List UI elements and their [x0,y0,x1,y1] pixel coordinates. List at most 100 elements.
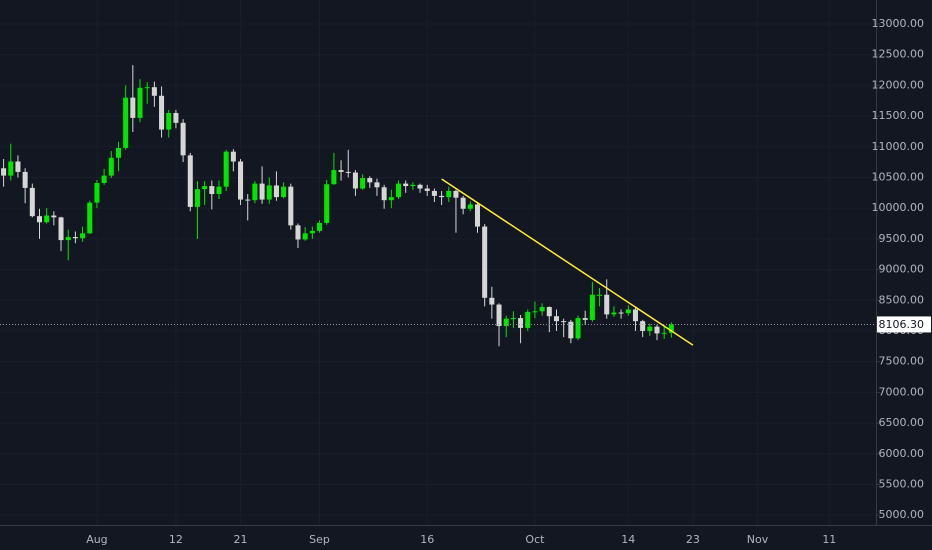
y-tick-label: 11000.00 [872,140,925,153]
y-tick-label: 5500.00 [879,477,925,490]
candle-body [417,184,423,189]
candle-body [589,294,595,320]
candle-body [187,155,193,207]
candle-body [460,197,466,209]
candle-body [582,318,588,320]
candle-body [474,204,481,227]
candle-body [482,226,488,298]
candle-body [36,216,43,223]
candle-body [640,321,646,331]
candle-body [496,304,502,327]
candle-body [22,171,28,188]
candle-body [539,307,545,312]
candle-body [467,204,473,209]
candle-body [44,215,50,223]
last-price-label: 8106.30 [879,318,925,331]
candle-body [597,294,603,296]
candle-body [553,316,559,322]
trendline [441,178,694,346]
y-tick-label: 7000.00 [879,385,925,398]
candle-body [604,294,610,315]
y-tick-label: 12000.00 [872,78,925,91]
candle-body [101,175,107,183]
y-tick-label: 9000.00 [879,263,925,276]
candle-body [108,157,114,176]
candle-body [424,188,430,191]
candle-body [575,318,581,339]
y-tick-label: 6500.00 [879,416,925,429]
candle-body [360,178,366,189]
y-tick-label: 12500.00 [872,48,925,61]
candle-body [668,324,674,333]
candle-body [661,332,667,334]
candle-body [166,112,172,130]
x-tick-label: Nov [747,533,769,546]
candle-body [72,237,78,239]
candle-body [137,87,143,118]
candle-body [238,161,244,200]
y-tick-label: 5000.00 [879,508,925,521]
candle-body [65,237,71,241]
y-tick-label: 10500.00 [872,170,925,183]
candle-body [525,311,531,328]
candle-body [58,217,64,241]
candle-body [216,186,222,195]
x-tick-label: 14 [621,533,635,546]
x-tick-label: Aug [86,533,107,546]
candle-body [618,312,624,314]
candle-body [295,225,301,240]
candle-body [532,311,538,313]
candle-body [252,183,258,201]
y-tick-label: 6000.00 [879,447,925,460]
candle-body [367,178,373,183]
candle-body [266,185,272,200]
candle-body [80,233,86,239]
candle-body [410,184,416,187]
x-tick-label: 21 [234,533,248,546]
candle-body [453,190,459,198]
candle-body [144,87,150,89]
candle-body [123,97,129,148]
candle-body [518,318,524,328]
candle-body [309,230,315,234]
x-tick-label: Sep [309,533,330,546]
y-tick-label: 11500.00 [872,109,925,122]
candle-body [625,309,631,314]
candle-body [345,171,351,173]
candle-body [194,189,200,207]
candle-body [202,186,208,190]
candle-body [245,199,251,201]
candle-body [546,307,552,317]
candle-body [654,326,660,334]
last-price-box [877,316,931,333]
x-tick-label: 12 [169,533,183,546]
candle-body [503,318,509,327]
y-tick-label: 8500.00 [879,293,925,306]
candle-body [8,161,14,176]
candle-body [288,186,294,226]
candle-body [230,151,236,162]
candle-body [29,187,35,217]
candle-body [180,122,186,156]
x-tick-label: 16 [420,533,434,546]
candle-body [611,312,617,315]
candle-body [647,326,653,331]
y-tick-label: 9500.00 [879,232,925,245]
candle-body [561,321,567,323]
candle-body [489,297,495,305]
candle-body [381,187,387,201]
candle-body [446,190,452,198]
x-tick-label: Oct [525,533,545,546]
candle-body [259,183,265,200]
candle-body [273,185,279,198]
y-tick-label: 10000.00 [872,201,925,214]
y-tick-label: 7500.00 [879,355,925,368]
candle-body [302,233,308,240]
candle-body [317,222,323,231]
candle-body [223,151,229,187]
candle-body [510,318,516,320]
x-tick-label: 23 [686,533,700,546]
candle-body [151,87,157,96]
